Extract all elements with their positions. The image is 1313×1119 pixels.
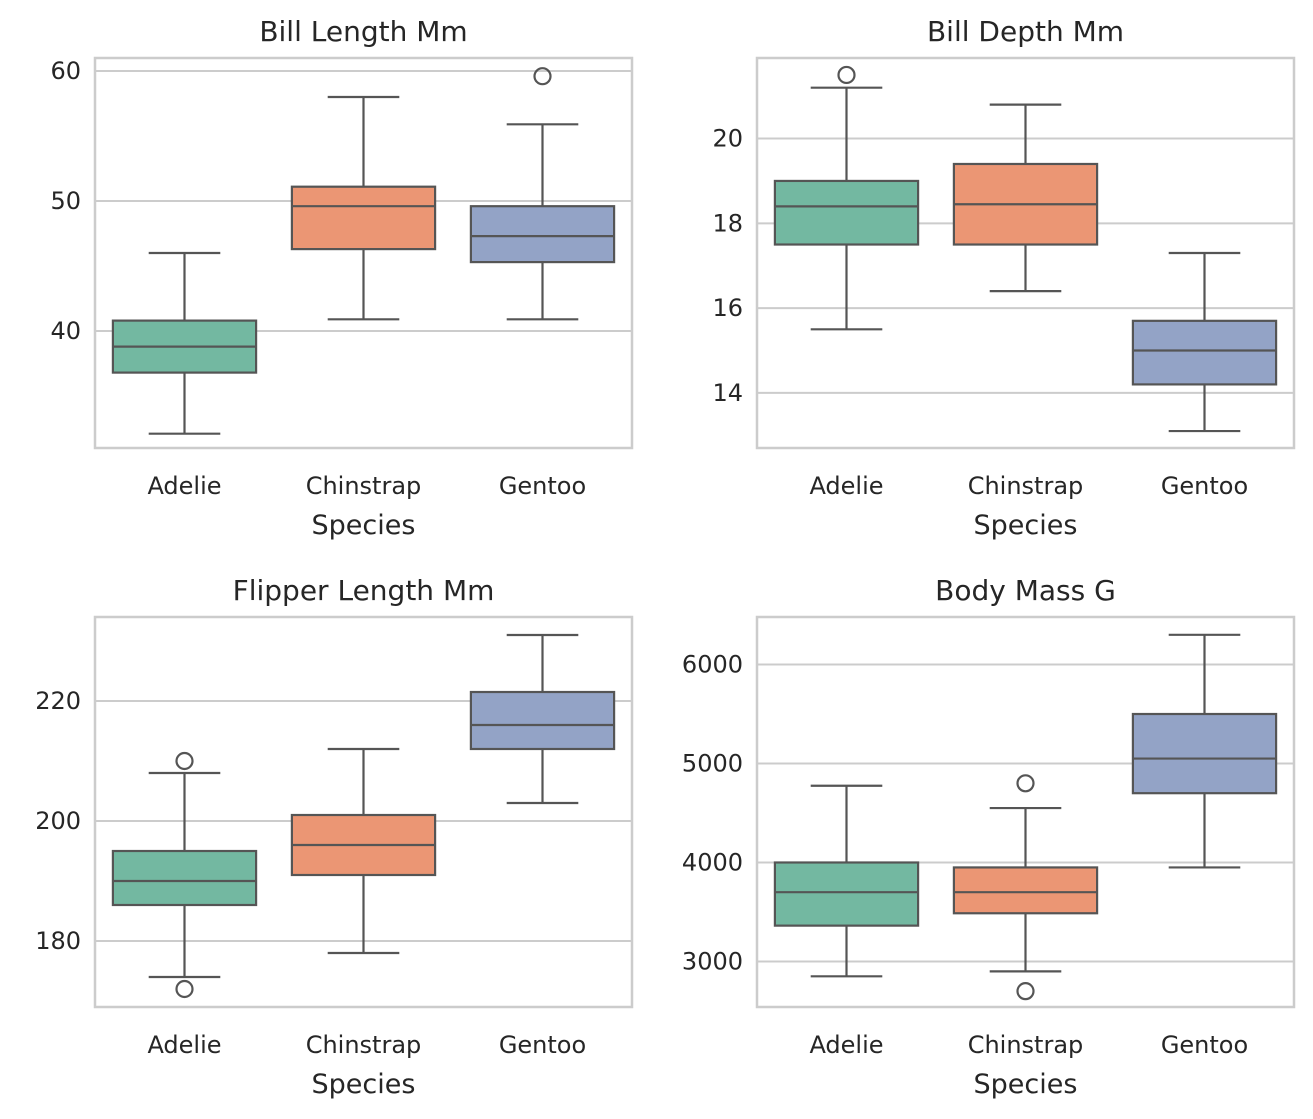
- x-tick-label: Chinstrap: [306, 472, 422, 500]
- subplot-title: Flipper Length Mm: [233, 574, 495, 607]
- x-tick-label: Gentoo: [1161, 472, 1248, 500]
- axes-frame: [755, 615, 1296, 1009]
- x-tick-label: Gentoo: [499, 472, 586, 500]
- subplot-4: 3000 4000 5000 6000 Adelie Chinstrap Gentoo Spe…: [682, 574, 1296, 1100]
- x-tick-label: Gentoo: [1161, 1031, 1248, 1059]
- axes-frame: [93, 615, 634, 1009]
- box-adelie: [773, 65, 920, 331]
- subplot-title: Body Mass G: [935, 574, 1116, 607]
- x-tick-label: Chinstrap: [968, 472, 1084, 500]
- y-tick-label: 50: [50, 187, 81, 215]
- iqr-box: [469, 205, 616, 264]
- y-tick-label: 16: [712, 294, 743, 322]
- box-adelie: [773, 784, 920, 978]
- x-tick-label: Adelie: [809, 472, 883, 500]
- x-axis-label: Species: [974, 510, 1078, 541]
- iqr-box: [1131, 712, 1278, 795]
- y-tick-label: 14: [712, 379, 743, 407]
- subplot-title: Bill Length Mm: [259, 15, 467, 48]
- x-tick-label: Adelie: [147, 472, 221, 500]
- box-adelie: [111, 251, 258, 435]
- outlier-point: [1016, 774, 1035, 793]
- subplot-1: 40 50 60 Adelie Chinstrap Gentoo Species Bill L…: [50, 15, 634, 541]
- subplot-3: 180 200 220 Adelie Chinstrap Gentoo Species Fli…: [35, 574, 634, 1100]
- box-chinstrap: [290, 95, 437, 321]
- x-tick-label: Adelie: [809, 1031, 883, 1059]
- y-tick-label: 3000: [682, 947, 743, 975]
- y-tick-label: 6000: [682, 651, 743, 679]
- iqr-box: [773, 179, 920, 246]
- box-chinstrap: [952, 103, 1099, 293]
- y-tick-label: 4000: [682, 848, 743, 876]
- x-tick-label: Chinstrap: [968, 1031, 1084, 1059]
- subplot-title: Bill Depth Mm: [927, 15, 1124, 48]
- y-tick-label: 5000: [682, 749, 743, 777]
- iqr-box: [773, 861, 920, 927]
- outlier-point: [1016, 982, 1035, 1001]
- axes-frame: [93, 56, 634, 450]
- iqr-box: [111, 849, 258, 907]
- x-tick-label: Adelie: [147, 1031, 221, 1059]
- box-chinstrap: [952, 774, 1099, 1001]
- iqr-box: [469, 690, 616, 751]
- outlier-point: [175, 979, 194, 999]
- y-tick-label: 60: [50, 57, 81, 85]
- iqr-box: [1131, 319, 1278, 386]
- outlier-point: [837, 65, 856, 85]
- x-axis-label: Species: [974, 1069, 1078, 1100]
- x-tick-label: Gentoo: [499, 1031, 586, 1059]
- y-tick-label: 220: [35, 687, 81, 715]
- box-chinstrap: [290, 747, 437, 955]
- y-tick-label: 18: [712, 209, 743, 237]
- outlier-point: [533, 67, 552, 86]
- box-gentoo: [1131, 251, 1278, 433]
- y-tick-label: 40: [50, 317, 81, 345]
- axes-frame: [755, 56, 1296, 450]
- box-gentoo: [1131, 633, 1278, 869]
- iqr-box: [290, 185, 437, 251]
- y-tick-label: 180: [35, 927, 81, 955]
- box-adelie: [111, 751, 258, 999]
- y-tick-label: 20: [712, 125, 743, 153]
- subplot-2: 14 16 18 20 Adelie Chinstrap Gentoo Species Bill…: [712, 15, 1296, 541]
- x-axis-label: Species: [312, 510, 416, 541]
- iqr-box: [952, 866, 1099, 915]
- y-tick-label: 200: [35, 807, 81, 835]
- box-gentoo: [469, 67, 616, 321]
- outlier-point: [175, 751, 194, 771]
- x-axis-label: Species: [312, 1069, 416, 1100]
- box-gentoo: [469, 633, 616, 805]
- x-tick-label: Chinstrap: [306, 1031, 422, 1059]
